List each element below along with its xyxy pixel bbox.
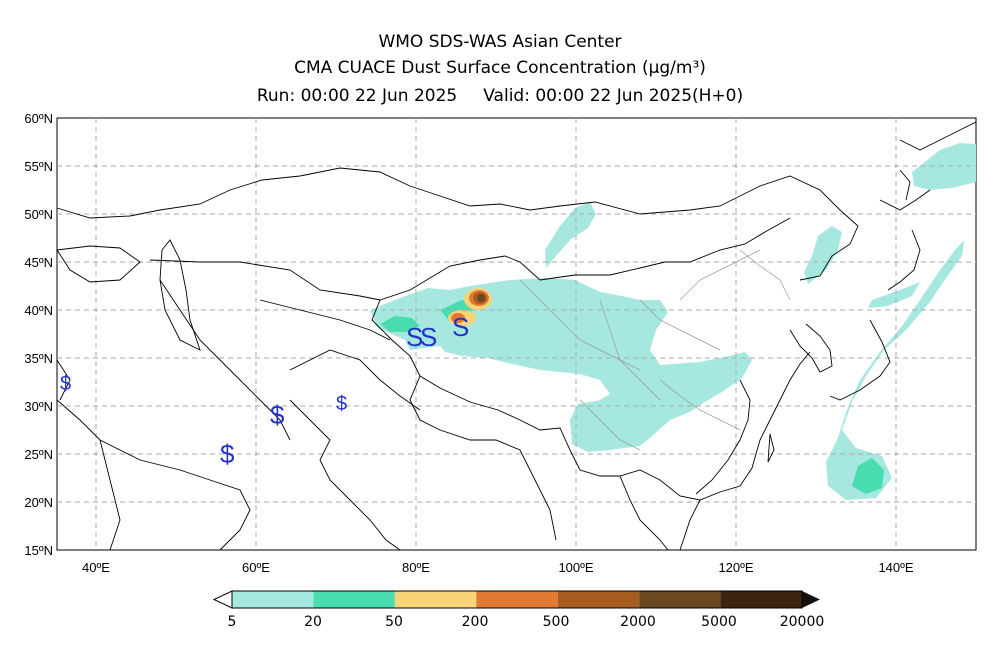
dust-area-20-west (380, 316, 420, 332)
colorbar-label: 200 (461, 614, 489, 630)
lat-label: 60ºN (24, 111, 53, 126)
colorbar-max-arrow (802, 591, 820, 608)
lat-labels: 60ºN 55ºN 50ºN 45ºN 40ºN 35ºN 30ºN 25ºN … (24, 111, 53, 558)
dust-symbol: S (420, 322, 437, 352)
lon-label: 100ºE (558, 560, 593, 575)
colorbar-label: 20000 (779, 614, 825, 630)
run-time: Run: 00:00 22 Jun 2025 (256, 86, 458, 106)
province-borders (519, 249, 791, 451)
colorbar-label: 50 (385, 614, 403, 630)
lat-label: 30ºN (24, 399, 53, 414)
dust-area-5-mongolia (545, 202, 596, 268)
chart-subtitle: CMA CUACE Dust Surface Concentration (μg… (0, 57, 1000, 79)
colorbar-swatch (476, 591, 558, 608)
dust-area-5-pacific (826, 240, 964, 500)
colorbar-label: 5000 (701, 614, 737, 630)
colorbar-swatch (232, 591, 314, 608)
country-borders (56, 121, 977, 551)
lat-label: 50ºN (24, 207, 53, 222)
dust-area-5-hokkaido (868, 282, 920, 308)
colorbar-label: 20 (304, 614, 322, 630)
dust-fields (370, 143, 976, 500)
sand-symbol: $ (220, 439, 235, 469)
dust-area-20-pacific (852, 458, 884, 494)
colorbar-min-arrow (212, 590, 233, 609)
subtitle-text: CMA CUACE Dust Surface Concentration (294, 58, 642, 78)
colorbar-label: 5 (227, 614, 237, 630)
lon-label: 140ºE (878, 560, 913, 575)
lat-label: 55ºN (24, 159, 53, 174)
dust-hotspot-200 (451, 313, 465, 323)
grid-lines (57, 118, 976, 550)
lon-label: 60ºE (242, 560, 270, 575)
run-valid-line: Run: 00:00 22 Jun 2025 Valid: 00:00 22 Ju… (0, 85, 1000, 107)
colorbar (212, 590, 820, 609)
colorbar-border (231, 590, 803, 609)
lat-label: 25ºN (24, 447, 53, 462)
lat-label: 40ºN (24, 303, 53, 318)
colorbar-swatch (394, 591, 477, 608)
chart-title: WMO SDS-WAS Asian Center (378, 32, 622, 52)
lat-label: 45ºN (24, 255, 53, 270)
lat-label: 35ºN (24, 351, 53, 366)
lon-labels: 40ºE 60ºE 80ºE 100ºE 120ºE 140ºE (82, 560, 914, 575)
lon-label: 80ºE (402, 560, 430, 575)
sand-symbol: $ (336, 393, 347, 415)
weather-symbols: S S S $ $ $ $ (60, 312, 469, 469)
dust-symbol: S (452, 312, 469, 342)
dust-area-5-northeast (804, 226, 842, 284)
unit-label: (μg/m³) (641, 58, 706, 78)
lat-label: 15ºN (24, 543, 53, 558)
colorbar-swatch (557, 591, 640, 608)
colorbar-swatch (639, 591, 721, 608)
lon-label: 120ºE (718, 560, 753, 575)
colorbar-label: 2000 (620, 614, 656, 630)
colorbar-swatch (313, 591, 395, 608)
lon-label: 40ºE (82, 560, 110, 575)
sand-symbol: $ (60, 373, 71, 395)
sand-symbol: $ (270, 400, 285, 430)
valid-time: Valid: 00:00 22 Jun 2025(H+0) (483, 86, 744, 106)
dust-symbol: S (406, 322, 423, 352)
lat-label: 20ºN (24, 495, 53, 510)
dust-hotspot-2000 (477, 294, 485, 302)
colorbar-swatch (720, 591, 802, 608)
colorbar-label: 500 (542, 614, 570, 630)
